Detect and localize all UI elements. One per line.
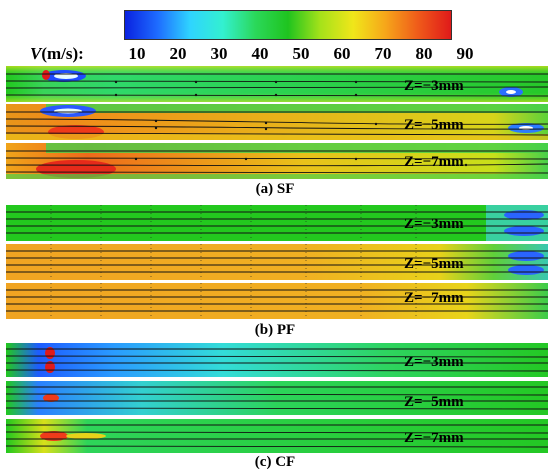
flow-field-cf-z3 [6,343,548,377]
flow-field-cf-z5 [6,381,548,415]
panel-label: Z=−5mm [404,117,464,133]
colorbar-variable: V [30,44,42,63]
colorbar-title: V(m/s): [30,44,84,64]
panel-label: Z=−3mm [404,216,464,232]
colorbar-tick: 80 [415,44,433,63]
colorbar-tick: 70 [374,44,392,63]
panel-label: Z=−7mm [404,430,464,446]
colorbar-tick: 10 [128,44,146,63]
colorbar-tick: 90 [456,44,474,63]
flow-field-cf-z7 [6,419,548,453]
group-caption: (b) PF [254,322,296,338]
group-caption: (a) SF [255,181,295,197]
group-caption: (c) CF [254,454,296,470]
colorbar-tick: 60 [333,44,351,63]
panel-label: Z=−3mm [404,78,464,94]
panel-label: Z=−5mm [404,256,464,272]
velocity-colorbar [124,10,452,40]
colorbar-unit: (m/s): [41,44,84,63]
panel-label: Z=−5mm [404,394,464,410]
panel-label: Z=−3mm [404,354,464,370]
flow-field-pf-z7 [6,283,548,319]
colorbar-tick: 30 [210,44,228,63]
flow-field-pf-z3 [6,205,548,241]
colorbar-tick: 20 [169,44,187,63]
flow-field-sf-z3 [6,66,548,102]
colorbar-tick: 40 [251,44,269,63]
flow-field-pf-z5 [6,244,548,280]
flow-field-sf-z5 [6,104,548,140]
panel-label: Z=−7mm [404,154,464,170]
colorbar-tick: 50 [292,44,310,63]
flow-field-sf-z7 [6,143,548,179]
panel-label: Z=−7mm [404,290,464,306]
